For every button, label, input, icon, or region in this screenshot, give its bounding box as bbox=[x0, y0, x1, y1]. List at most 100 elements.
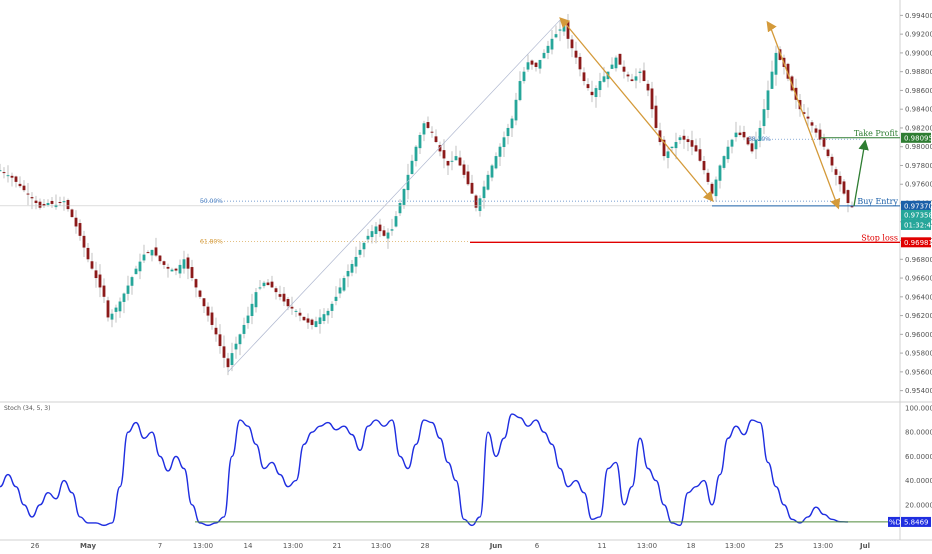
candle-body bbox=[802, 112, 806, 114]
candle-body bbox=[494, 156, 498, 169]
candle-body bbox=[42, 204, 46, 206]
time-tick-label: 13:00 bbox=[813, 542, 833, 550]
candle-body bbox=[246, 315, 250, 324]
candle-body bbox=[730, 139, 734, 147]
candle-body bbox=[238, 334, 242, 345]
candle-body bbox=[210, 312, 214, 325]
candle-body bbox=[698, 149, 702, 161]
up-arrow-1-tip bbox=[559, 17, 571, 29]
candle-body bbox=[546, 45, 550, 53]
time-axis: 26 May 7 13:00 14 13:00 21 13:00 28 Jun 6 11 13:00 18… bbox=[31, 542, 870, 550]
candle-body bbox=[282, 293, 286, 302]
price-tick-label: 0.95600 bbox=[905, 368, 932, 376]
candle-body bbox=[554, 34, 558, 38]
stoch-line bbox=[0, 413, 849, 527]
candle-body bbox=[742, 131, 746, 138]
candle-body bbox=[690, 140, 694, 147]
price-tick-label: 0.99200 bbox=[905, 31, 932, 39]
candle-body bbox=[734, 132, 738, 138]
candle-body bbox=[266, 282, 270, 286]
candle-body bbox=[0, 170, 2, 172]
candles bbox=[0, 13, 854, 376]
candle-body bbox=[114, 307, 118, 312]
time-tick-label: 18 bbox=[687, 542, 696, 550]
candle-body bbox=[354, 256, 358, 267]
annotations: 50.00% 61.80% 38.20% Take Profit 0.98095 Buy … bbox=[0, 17, 932, 373]
candle-body bbox=[738, 132, 742, 135]
candle-body bbox=[398, 203, 402, 214]
candle-body bbox=[686, 139, 690, 143]
candle-body bbox=[594, 88, 598, 98]
candle-body bbox=[138, 261, 142, 272]
candle-body bbox=[454, 156, 458, 161]
candle-body bbox=[46, 203, 50, 205]
candle-body bbox=[674, 142, 678, 149]
stoch-d-box bbox=[888, 516, 900, 527]
candle-body bbox=[262, 282, 266, 287]
candle-body bbox=[406, 174, 410, 191]
candle-body bbox=[566, 21, 570, 39]
candle-body bbox=[218, 334, 222, 347]
countdown-label: 01:32:43 bbox=[904, 221, 932, 229]
time-tick-label: 13:00 bbox=[371, 542, 391, 550]
candle-body bbox=[842, 181, 846, 194]
candle-body bbox=[538, 59, 542, 69]
candle-body bbox=[22, 185, 26, 191]
candle-body bbox=[762, 109, 766, 127]
candle-body bbox=[754, 139, 758, 150]
candle-body bbox=[130, 277, 134, 286]
candle-body bbox=[438, 145, 442, 152]
candle-body bbox=[270, 281, 274, 288]
candle-body bbox=[846, 190, 850, 203]
price-tick-label: 0.96400 bbox=[905, 293, 932, 301]
candle-body bbox=[422, 123, 426, 135]
stoch-indicator-label: Stoch (34, 5, 3) bbox=[4, 405, 50, 412]
candle-body bbox=[638, 71, 642, 73]
candle-body bbox=[718, 165, 722, 181]
price-tick-label: 0.97600 bbox=[905, 181, 932, 189]
time-tick-label: 13:00 bbox=[193, 542, 213, 550]
candle-body bbox=[490, 165, 494, 178]
candle-body bbox=[622, 66, 626, 72]
candle-body bbox=[214, 327, 218, 335]
candle-body bbox=[350, 263, 354, 273]
candle-body bbox=[142, 254, 146, 261]
stoch-tick-label: 20.0000 bbox=[905, 501, 932, 509]
candle-body bbox=[806, 116, 810, 119]
candle-body bbox=[326, 310, 330, 316]
candle-body bbox=[702, 161, 706, 171]
candle-body bbox=[778, 49, 782, 60]
candle-body bbox=[294, 310, 298, 312]
candle-body bbox=[362, 242, 366, 250]
candle-body bbox=[610, 64, 614, 69]
candle-body bbox=[322, 314, 326, 321]
candle-body bbox=[66, 199, 70, 210]
candle-body bbox=[310, 319, 314, 325]
candle-body bbox=[414, 146, 418, 162]
stoch-value-label: 5.8469 bbox=[904, 518, 929, 526]
level-name: Take Profit bbox=[854, 129, 899, 138]
candle-body bbox=[750, 143, 754, 152]
candle-body bbox=[474, 195, 478, 208]
candle-body bbox=[506, 127, 510, 137]
time-tick-label: 25 bbox=[775, 542, 784, 550]
target-arrow bbox=[853, 139, 869, 207]
candle-body bbox=[662, 139, 666, 157]
candle-body bbox=[158, 255, 162, 262]
stoch-value-box bbox=[901, 516, 931, 527]
candle-body bbox=[570, 39, 574, 49]
candle-body bbox=[774, 52, 778, 75]
candle-body bbox=[338, 287, 342, 294]
candle-body bbox=[38, 201, 42, 208]
candle-body bbox=[162, 261, 166, 265]
price-tick-label: 0.96800 bbox=[905, 256, 932, 264]
candle-body bbox=[786, 63, 790, 79]
candle-body bbox=[234, 343, 238, 350]
candle-body bbox=[302, 316, 306, 321]
time-tick-label: May bbox=[80, 542, 96, 550]
candle-body bbox=[186, 257, 190, 269]
candle-body bbox=[182, 259, 186, 269]
candle-body bbox=[694, 145, 698, 152]
